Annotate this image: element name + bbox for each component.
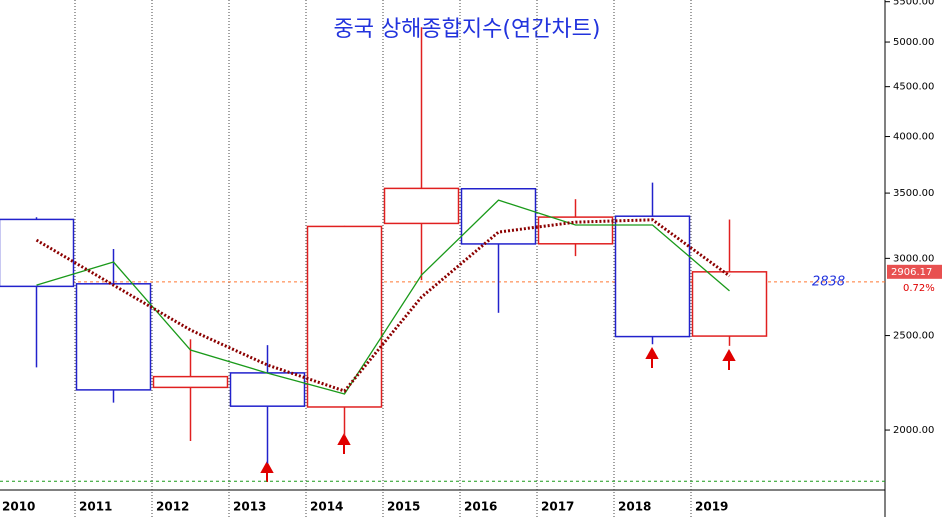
- candle-body: [306, 225, 383, 408]
- candle-body: [691, 271, 768, 337]
- x-tick-label: 2015: [387, 500, 420, 514]
- x-tick-label: 2010: [2, 500, 35, 514]
- moving-average: [35, 218, 731, 393]
- x-tick-label: 2012: [156, 500, 189, 514]
- change-label: 0.72%: [903, 283, 935, 294]
- arrow: [260, 460, 274, 482]
- x-tick-label: 2014: [310, 500, 343, 514]
- x-tick-label: 2011: [79, 500, 112, 514]
- chart-title: 중국 상해종합지수(연간차트): [333, 17, 600, 42]
- x-tick-label: 2016: [464, 500, 497, 514]
- arrow: [722, 348, 736, 370]
- x-tick-label: 2019: [695, 500, 728, 514]
- last-price-box: [887, 264, 942, 279]
- arrow: [645, 346, 659, 368]
- candle-body: [614, 215, 691, 338]
- y-tick-label: 5500.00: [893, 0, 934, 8]
- last-price-label: 2906.17: [891, 267, 932, 278]
- y-tick-label: 2500.00: [893, 331, 934, 342]
- x-tick-label: 2017: [541, 500, 574, 514]
- y-tick-label: 4500.00: [893, 82, 934, 93]
- y-tick-label: 3000.00: [893, 253, 934, 264]
- candle-body: [152, 375, 229, 389]
- candle-body: [229, 372, 306, 407]
- arrow: [337, 432, 351, 454]
- y-tick-label: 4000.00: [893, 132, 934, 143]
- candle-body: [460, 188, 537, 245]
- y-tick-label: 5000.00: [893, 37, 934, 48]
- arrows: [260, 346, 736, 482]
- candle-body: [75, 283, 152, 391]
- x-tick-label: 2013: [233, 500, 266, 514]
- y-tick-label: 3500.00: [893, 188, 934, 199]
- candle-body: [0, 218, 75, 288]
- candle-body: [383, 187, 460, 225]
- x-tick-label: 2018: [618, 500, 651, 514]
- reference-label: 2838: [812, 274, 845, 289]
- y-tick-label: 2000.00: [893, 425, 934, 436]
